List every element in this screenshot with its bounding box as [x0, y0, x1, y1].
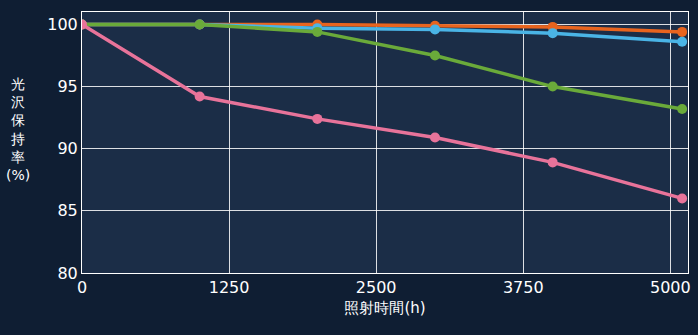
svg-text:90: 90 [57, 139, 77, 158]
svg-text:95: 95 [57, 77, 77, 96]
svg-text:1250: 1250 [209, 278, 250, 297]
svg-text:100: 100 [47, 15, 78, 34]
svg-text:80: 80 [57, 264, 77, 283]
svg-text:85: 85 [57, 201, 77, 220]
svg-text:3750: 3750 [503, 278, 544, 297]
svg-text:0: 0 [77, 278, 87, 297]
svg-text:照射時間(h): 照射時間(h) [344, 299, 425, 317]
svg-text:5000: 5000 [650, 278, 691, 297]
svg-text:光沢保持率(%): 光沢保持率(%) [6, 76, 30, 183]
svg-text:2500: 2500 [356, 278, 397, 297]
